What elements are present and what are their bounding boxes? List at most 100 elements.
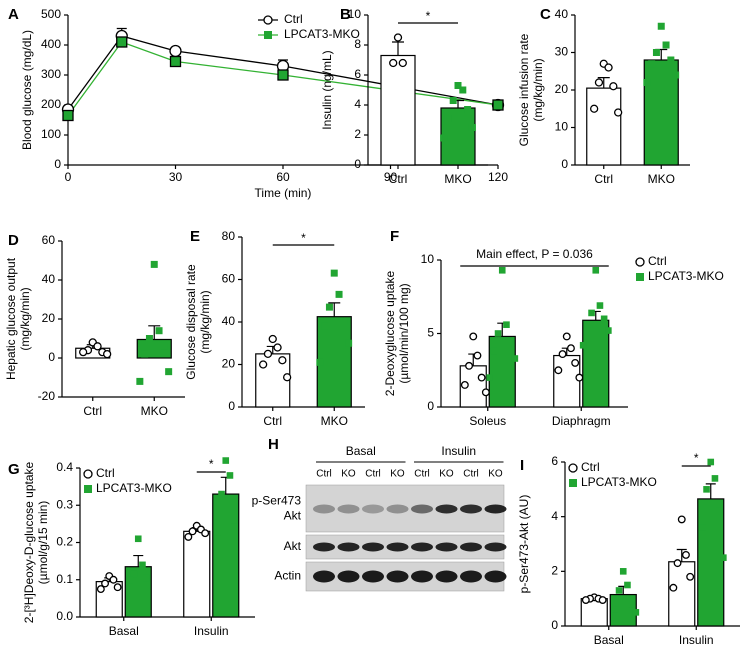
point bbox=[116, 36, 128, 48]
point bbox=[214, 535, 221, 543]
point bbox=[130, 570, 138, 578]
point bbox=[93, 342, 102, 351]
y-tick-label: 8 bbox=[354, 37, 361, 51]
legend-marker bbox=[568, 463, 578, 473]
panel-letter: A bbox=[8, 6, 19, 23]
point bbox=[150, 260, 158, 268]
point bbox=[398, 58, 407, 68]
x-tick-label: Soleus bbox=[469, 414, 506, 428]
point bbox=[440, 134, 448, 142]
y-tick-label: 0.0 bbox=[56, 609, 73, 623]
point bbox=[96, 585, 105, 594]
point bbox=[113, 583, 122, 592]
point bbox=[468, 124, 476, 131]
blot-band bbox=[362, 504, 384, 514]
y-tick-label: 5 bbox=[427, 326, 434, 340]
point bbox=[592, 266, 600, 274]
point bbox=[657, 22, 665, 30]
x-tick-label: Basal bbox=[109, 624, 139, 638]
group-label: Insulin bbox=[441, 444, 476, 458]
bar bbox=[668, 561, 696, 627]
y-tick-label: 40 bbox=[555, 7, 569, 21]
bar bbox=[380, 54, 416, 166]
bar bbox=[488, 335, 516, 408]
point bbox=[699, 524, 706, 531]
y-tick-label: 40 bbox=[222, 314, 236, 328]
legend-marker bbox=[84, 485, 92, 493]
point bbox=[109, 575, 118, 584]
point bbox=[507, 337, 514, 345]
blot-band bbox=[386, 542, 409, 552]
y-tick-label: 20 bbox=[42, 311, 56, 325]
bar bbox=[124, 566, 152, 618]
x-tick-label: Ctrl bbox=[594, 172, 613, 186]
y-axis-title: (mg/kg/min) bbox=[198, 290, 212, 353]
point bbox=[258, 360, 268, 369]
point bbox=[155, 327, 163, 335]
lane-label: Ctrl bbox=[463, 469, 479, 480]
legend-label: LPCAT3-MKO bbox=[96, 481, 172, 495]
lane-label: Ctrl bbox=[365, 469, 381, 480]
point bbox=[707, 458, 715, 466]
point bbox=[604, 63, 613, 72]
blot-band bbox=[337, 504, 360, 514]
point bbox=[134, 535, 142, 543]
point bbox=[632, 609, 640, 616]
point bbox=[335, 290, 343, 298]
x-tick-label: Insulin bbox=[194, 624, 229, 638]
point bbox=[103, 349, 112, 359]
point bbox=[481, 388, 490, 397]
point bbox=[686, 572, 695, 581]
blot-band bbox=[460, 542, 482, 552]
panel-letter: C bbox=[540, 6, 551, 23]
point bbox=[282, 373, 292, 382]
point bbox=[490, 347, 498, 355]
panel-letter: G bbox=[8, 461, 20, 478]
y-tick-label: 400 bbox=[41, 37, 61, 51]
legend-label: Ctrl bbox=[96, 466, 115, 480]
x-tick-label: Ctrl bbox=[83, 404, 102, 418]
point bbox=[143, 574, 150, 582]
y-tick-label: 0.1 bbox=[56, 572, 73, 586]
blot-band bbox=[313, 504, 335, 514]
point bbox=[184, 532, 193, 541]
y-tick-label: 0.3 bbox=[56, 497, 73, 511]
y-tick-label: 6 bbox=[354, 67, 361, 81]
group-label: Basal bbox=[346, 444, 376, 458]
x-tick-label: Insulin bbox=[679, 633, 714, 647]
y-tick-label: 0 bbox=[354, 157, 361, 171]
significance-mark: * bbox=[694, 451, 699, 465]
point bbox=[594, 78, 604, 87]
y-tick-label: 10 bbox=[348, 7, 362, 21]
blot-band bbox=[362, 570, 384, 583]
point bbox=[454, 82, 462, 89]
significance-mark: * bbox=[301, 231, 306, 245]
row-label: Akt bbox=[284, 509, 302, 523]
blot-band bbox=[435, 542, 458, 552]
point bbox=[316, 358, 324, 366]
blot-band bbox=[411, 542, 433, 552]
y-tick-label: 4 bbox=[551, 509, 558, 523]
legend-marker bbox=[83, 469, 93, 479]
point bbox=[145, 335, 153, 342]
point bbox=[62, 109, 74, 122]
point bbox=[277, 69, 289, 81]
significance-mark: * bbox=[426, 9, 431, 23]
blot-band bbox=[337, 542, 360, 552]
point bbox=[278, 356, 287, 365]
point bbox=[165, 368, 173, 376]
point bbox=[464, 106, 472, 113]
point bbox=[571, 358, 580, 367]
row-label: p-Ser473 bbox=[252, 494, 302, 508]
point bbox=[590, 104, 599, 113]
panel-letter: D bbox=[8, 232, 19, 249]
point bbox=[511, 355, 519, 362]
point bbox=[682, 550, 690, 559]
point bbox=[652, 49, 660, 56]
blot-band bbox=[386, 504, 409, 514]
point bbox=[230, 516, 238, 524]
legend-marker bbox=[569, 479, 577, 487]
point bbox=[393, 33, 403, 42]
point bbox=[611, 606, 619, 613]
